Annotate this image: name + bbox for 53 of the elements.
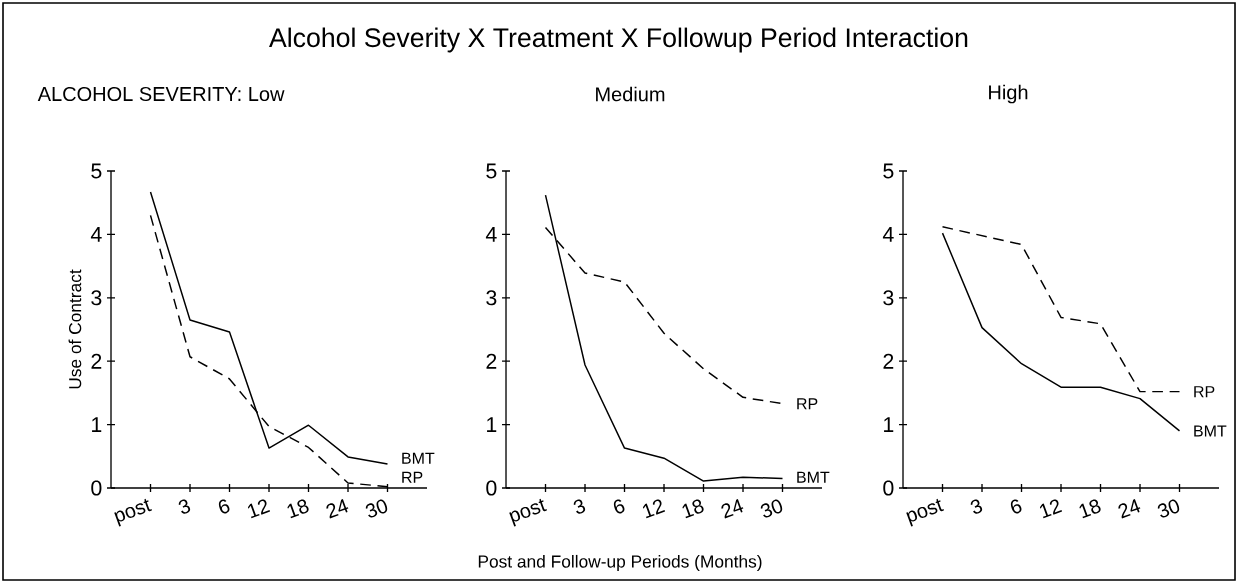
x-tick-label: 12 — [1039, 499, 1063, 519]
x-tick-label: 18 — [682, 499, 704, 519]
x-tick-label: post — [509, 498, 547, 527]
y-axis-title: Use of Contract — [68, 269, 82, 389]
x-tick-label: post — [114, 498, 152, 527]
x-tick-label: 12 — [642, 499, 666, 519]
chart-title: Medium — [596, 86, 665, 102]
x-tick-label: 6 — [613, 499, 625, 514]
x-tick-label: 24 — [721, 499, 744, 519]
x-tick-label: 12 — [247, 499, 271, 519]
series-label: BMT — [1194, 425, 1227, 437]
y-tick-label: 1 — [487, 417, 497, 432]
y-tick-label: 2 — [883, 353, 894, 369]
y-tick-label: 4 — [90, 227, 102, 242]
y-tick-label: 3 — [486, 290, 497, 306]
y-tick-label: 5 — [91, 163, 102, 179]
y-tick-label: 2 — [486, 353, 497, 369]
x-tick-label: 30 — [365, 499, 388, 518]
x-tick-label: 3 — [970, 499, 983, 514]
x-tick-label: post — [906, 498, 944, 527]
x-tick-label: 6 — [1010, 499, 1022, 514]
y-tick-label: 3 — [883, 290, 894, 306]
y-tick-label: 1 — [884, 417, 894, 432]
line-series — [544, 194, 784, 482]
y-tick-label: 3 — [91, 290, 102, 306]
y-tick-label: 0 — [91, 480, 102, 496]
x-tick-label: 18 — [287, 499, 309, 519]
y-tick-label: 5 — [883, 163, 894, 179]
chart-title: High — [989, 84, 1028, 104]
x-tick-label: 18 — [1079, 499, 1101, 519]
y-tick-label: 5 — [486, 163, 497, 179]
y-tick-label: 0 — [883, 480, 894, 496]
series-label: RP — [402, 471, 423, 483]
y-tick-label: 4 — [485, 227, 497, 242]
x-tick-label: 30 — [760, 499, 783, 518]
y-tick-label: 4 — [882, 227, 894, 242]
series-label: BMT — [402, 452, 435, 464]
x-tick-label: 24 — [1118, 499, 1141, 519]
x-tick-label: 3 — [178, 499, 191, 514]
x-tick-label: 24 — [326, 499, 349, 519]
chart-subtitle: ALCOHOL SEVERITY: Low — [37, 86, 285, 102]
text: Alcohol Severity X Treatment X Followup Period Interaction — [269, 27, 968, 53]
x-tick-label: 30 — [1157, 499, 1180, 518]
series-label: RP — [797, 398, 818, 410]
x-tick-label: 3 — [573, 499, 586, 514]
x-tick-label: 6 — [218, 499, 230, 514]
series-label: RP — [1194, 386, 1215, 398]
series-label: BMT — [797, 471, 830, 483]
line-series — [941, 232, 1181, 432]
y-tick-label: 2 — [91, 353, 102, 369]
x-axis-title: Post and Follow-up Periods (Months) — [478, 554, 762, 572]
y-tick-label: 1 — [92, 417, 102, 432]
y-tick-label: 0 — [486, 480, 497, 496]
